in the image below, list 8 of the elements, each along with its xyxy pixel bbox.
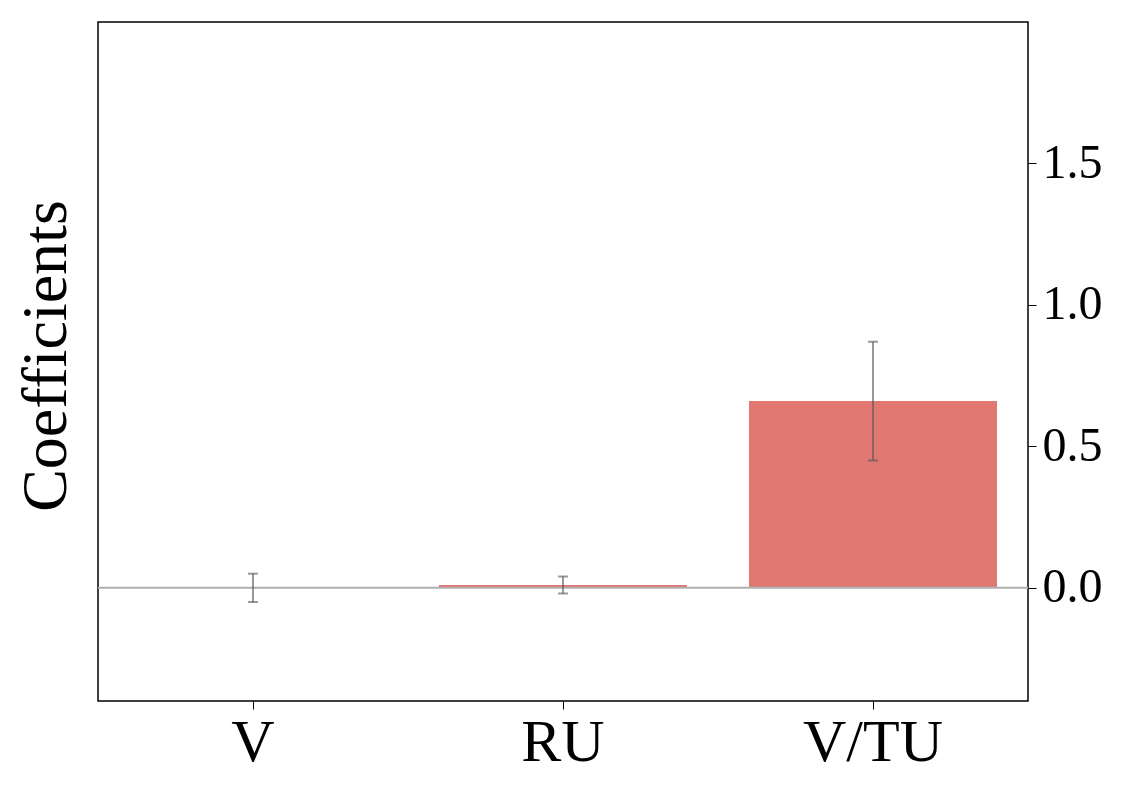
y-tick-label: 1.0: [1042, 276, 1103, 330]
x-tick-label: RU: [521, 707, 605, 774]
y-tick-label: 1.5: [1042, 134, 1103, 188]
x-tick-label: V/TU: [803, 707, 943, 774]
y-axis-title: Coefficients: [8, 200, 80, 512]
x-tick-label: V: [231, 707, 275, 774]
y-tick-label: 0.5: [1042, 417, 1103, 471]
y-tick-label: 0.0: [1042, 559, 1103, 613]
